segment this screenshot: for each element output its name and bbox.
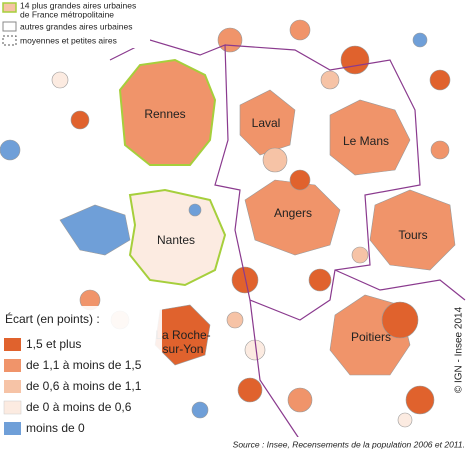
area [226, 311, 244, 329]
area [430, 140, 450, 160]
area [308, 268, 332, 292]
area-rennes [118, 58, 217, 166]
area-angers [244, 179, 341, 256]
area [70, 110, 90, 130]
legend-bg [0, 306, 162, 452]
area-nantes [128, 188, 227, 287]
area [351, 246, 369, 264]
legend-label: autres grandes aires urbaines [20, 21, 132, 31]
area [188, 203, 202, 217]
area [262, 147, 288, 173]
legend: Écart (en points) : 1,5 et plus de 1,1 à… [0, 306, 162, 452]
area [289, 169, 311, 191]
legend-bg [0, 0, 150, 48]
city-label: Rennes [144, 107, 185, 121]
area [51, 71, 69, 89]
area [217, 27, 243, 53]
city-label: Poitiers [351, 330, 391, 344]
legend-label: 1,5 et plus [26, 337, 81, 351]
legend-label: de 0,6 à moins de 1,1 [26, 379, 142, 393]
city-label: sur-Yon [163, 342, 204, 356]
area [0, 139, 21, 161]
region-border [249, 269, 466, 441]
area [397, 412, 413, 428]
legend-swatch [4, 380, 21, 393]
legend-label: moins de 0 [26, 421, 85, 435]
source: Source : Insee, Recensements de la popul… [233, 439, 465, 449]
area [231, 266, 259, 294]
legend-label: de 0 à moins de 0,6 [26, 400, 132, 414]
area-laval [239, 89, 296, 156]
legend-swatch [4, 359, 21, 372]
legend-swatch [3, 400, 22, 415]
city-label: Angers [274, 206, 312, 220]
city-label: Le Mans [343, 134, 389, 148]
legend-label: moyennes et petites aires [20, 35, 117, 45]
city-labels: Rennes Laval Le Mans Angers Nantes Tours… [144, 107, 427, 356]
legend-top: 14 plus grandes aires urbaines de France… [0, 0, 150, 48]
area [412, 32, 428, 48]
city-label: Nantes [157, 233, 195, 247]
legend-label: 14 plus grandes aires urbaines [20, 0, 136, 10]
area [287, 387, 313, 413]
legend-swatch [2, 35, 17, 46]
area [289, 19, 311, 41]
legend-swatch [2, 2, 17, 13]
area [429, 69, 451, 91]
city-label: Laval [252, 116, 281, 130]
area [237, 377, 263, 403]
legend-label: de France métropolitaine [20, 9, 114, 19]
legend-swatch [4, 422, 21, 435]
area-tours [369, 189, 456, 271]
area [405, 385, 435, 415]
legend-label: de 1,1 à moins de 1,5 [26, 358, 142, 372]
area [59, 204, 131, 256]
city-label: Tours [398, 228, 427, 242]
region-border [109, 39, 421, 321]
legend-title: Écart (en points) : [5, 311, 100, 326]
source-bg [195, 437, 470, 452]
copyright: © IGN - Insee 2014 [454, 306, 465, 393]
legend-swatch [4, 338, 21, 351]
legend-swatch [2, 21, 17, 32]
area [340, 45, 370, 75]
city-label: La Roche- [155, 328, 210, 342]
area [191, 401, 209, 419]
area [320, 70, 340, 90]
areas [0, 19, 456, 428]
area [381, 301, 419, 339]
area-le-mans [329, 99, 411, 176]
